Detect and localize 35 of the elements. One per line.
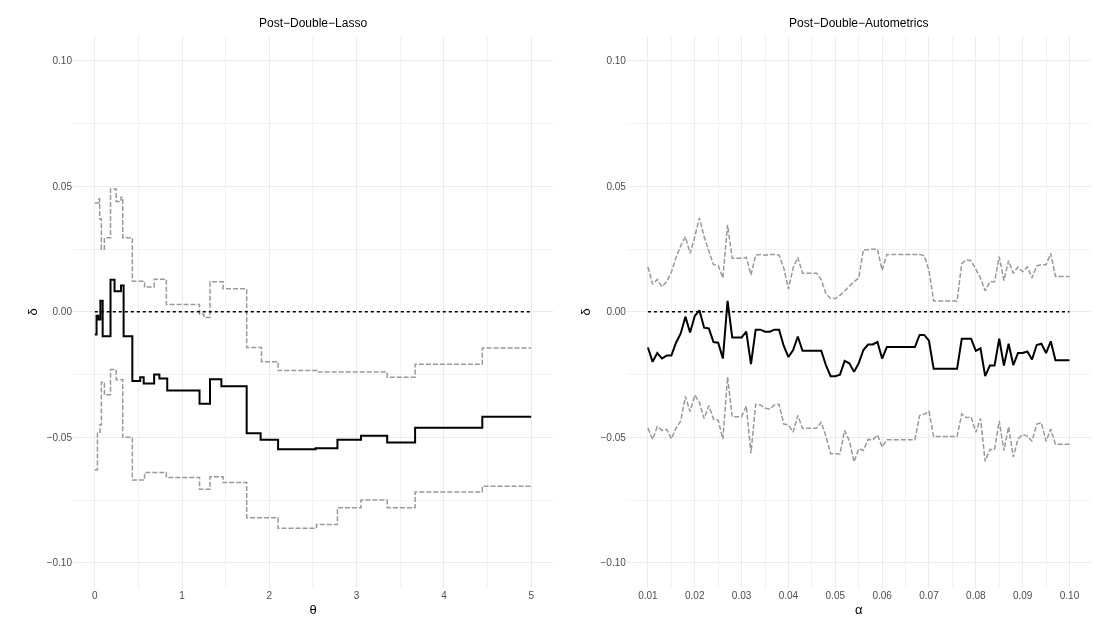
line-series (647, 217, 1071, 302)
y-tick-label: 0.10 (52, 55, 73, 67)
x-tick-label: 0.06 (872, 589, 893, 601)
x-tick-label: 5 (528, 589, 535, 601)
x-tick-label: 0.07 (919, 589, 940, 601)
y-axis-title: δ (578, 308, 594, 316)
y-tick-label: 0.05 (52, 180, 73, 192)
chart-title: Post−Double−Autometrics (789, 16, 929, 30)
x-tick-label: 0.04 (778, 589, 799, 601)
x-tick-label: 0.08 (966, 589, 986, 601)
x-tick-label: 0.09 (1012, 589, 1033, 601)
x-tick-label: 0 (92, 589, 99, 601)
y-tick-label: 0.10 (606, 55, 627, 67)
y-tick-label: −0.10 (600, 557, 627, 569)
line-series (647, 376, 1071, 463)
y-tick-label: −0.05 (600, 431, 627, 443)
y-tick-label: 0.00 (606, 306, 627, 318)
x-tick-label: 0.02 (685, 589, 705, 601)
y-tick-label: 0.00 (52, 306, 73, 318)
line-series (646, 299, 1071, 378)
x-tick-label: 0.10 (1059, 589, 1080, 601)
x-tick-label: 0.03 (731, 589, 752, 601)
y-tick-label: 0.05 (606, 180, 627, 192)
y-tick-label: −0.10 (46, 557, 73, 569)
x-axis-title: θ (309, 601, 317, 617)
y-tick-label: −0.05 (46, 431, 73, 443)
x-axis-title: α (854, 601, 863, 617)
x-tick-label: 4 (441, 589, 448, 601)
chart-title: Post−Double−Lasso (259, 16, 368, 30)
x-tick-label: 3 (353, 589, 360, 601)
x-tick-label: 1 (179, 589, 186, 601)
x-tick-label: 0.01 (638, 589, 659, 601)
x-tick-label: 0.05 (825, 589, 846, 601)
y-axis-title: δ (24, 308, 40, 316)
x-tick-label: 2 (266, 589, 273, 601)
